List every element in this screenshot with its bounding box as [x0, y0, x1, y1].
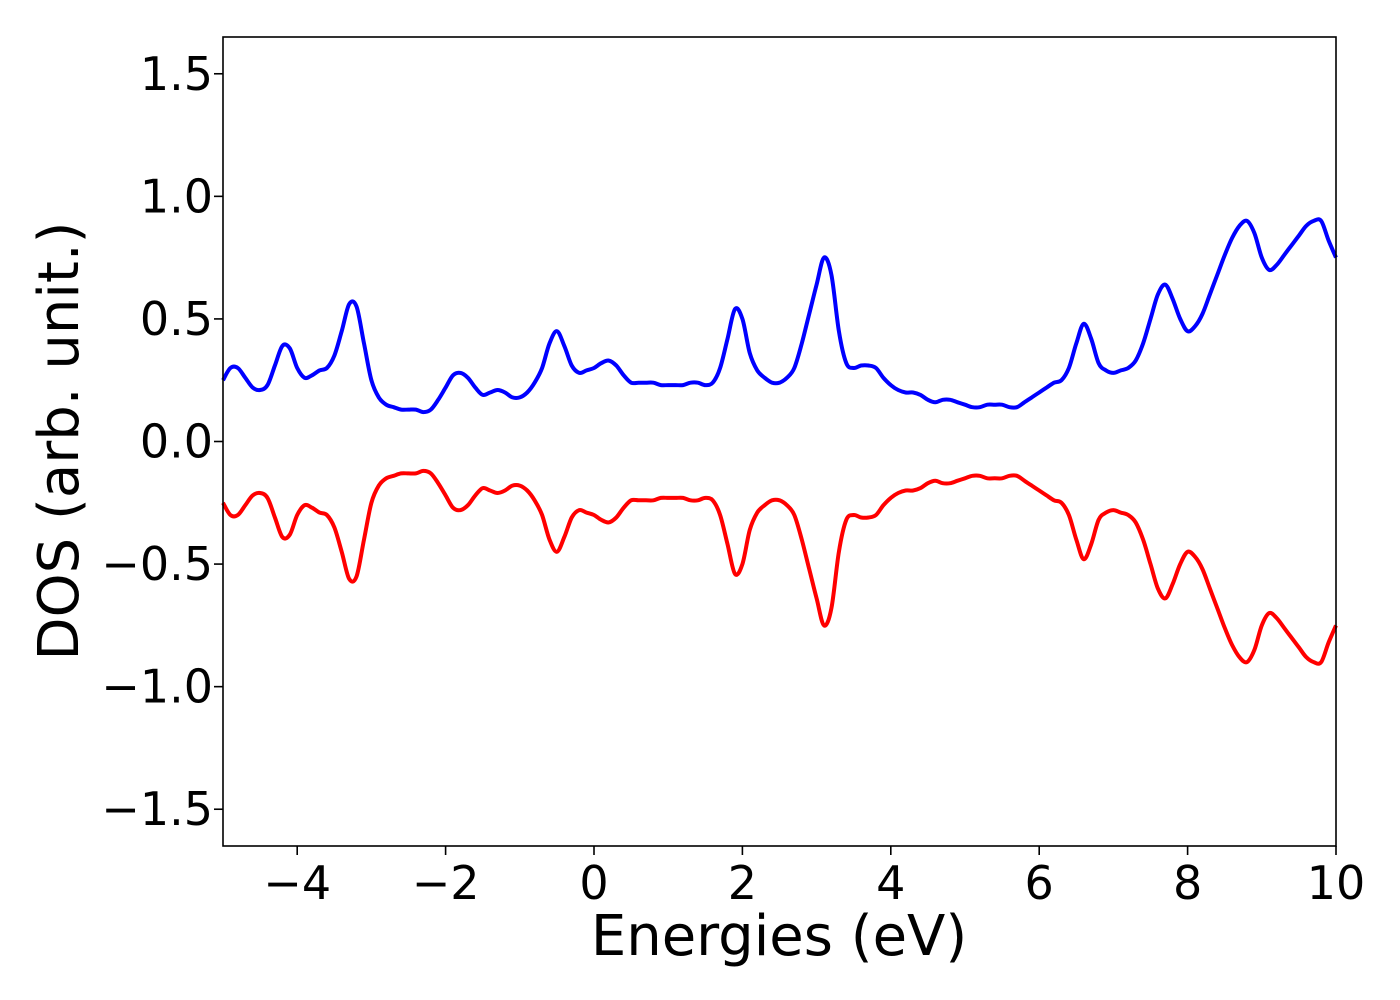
- series-line-spin-up: [221, 217, 1338, 415]
- x-tick-label: 4: [876, 856, 905, 910]
- x-tick-label: −4: [263, 856, 331, 910]
- plot-area: [223, 37, 1336, 846]
- x-axis-label: Energies (eV): [591, 904, 967, 969]
- y-tick-label: 1.5: [140, 47, 213, 101]
- x-tick-label: 10: [1307, 856, 1366, 910]
- y-tick-label: −1.5: [101, 782, 213, 836]
- x-tick-label: 2: [728, 856, 757, 910]
- y-axis-ticks: −1.5 −1.0 −0.5 0.0 0.5 1.0 1.5: [101, 47, 223, 836]
- y-tick-label: 0.5: [140, 292, 213, 346]
- x-axis-ticks: −4 −2 0 2 4 6 8 10: [263, 846, 1365, 910]
- y-tick-label: 1.0: [140, 169, 213, 223]
- x-tick-label: 6: [1025, 856, 1054, 910]
- y-tick-label: −1.0: [101, 660, 213, 714]
- y-tick-label: −0.5: [101, 537, 213, 591]
- series-line-spin-down: [221, 468, 1338, 666]
- y-tick-label: 0.0: [140, 415, 213, 469]
- x-tick-label: 8: [1173, 856, 1202, 910]
- x-tick-label: −2: [412, 856, 480, 910]
- x-tick-label: 0: [579, 856, 608, 910]
- y-axis-label: DOS (arb. unit.): [27, 221, 92, 660]
- series-layer: [221, 217, 1338, 666]
